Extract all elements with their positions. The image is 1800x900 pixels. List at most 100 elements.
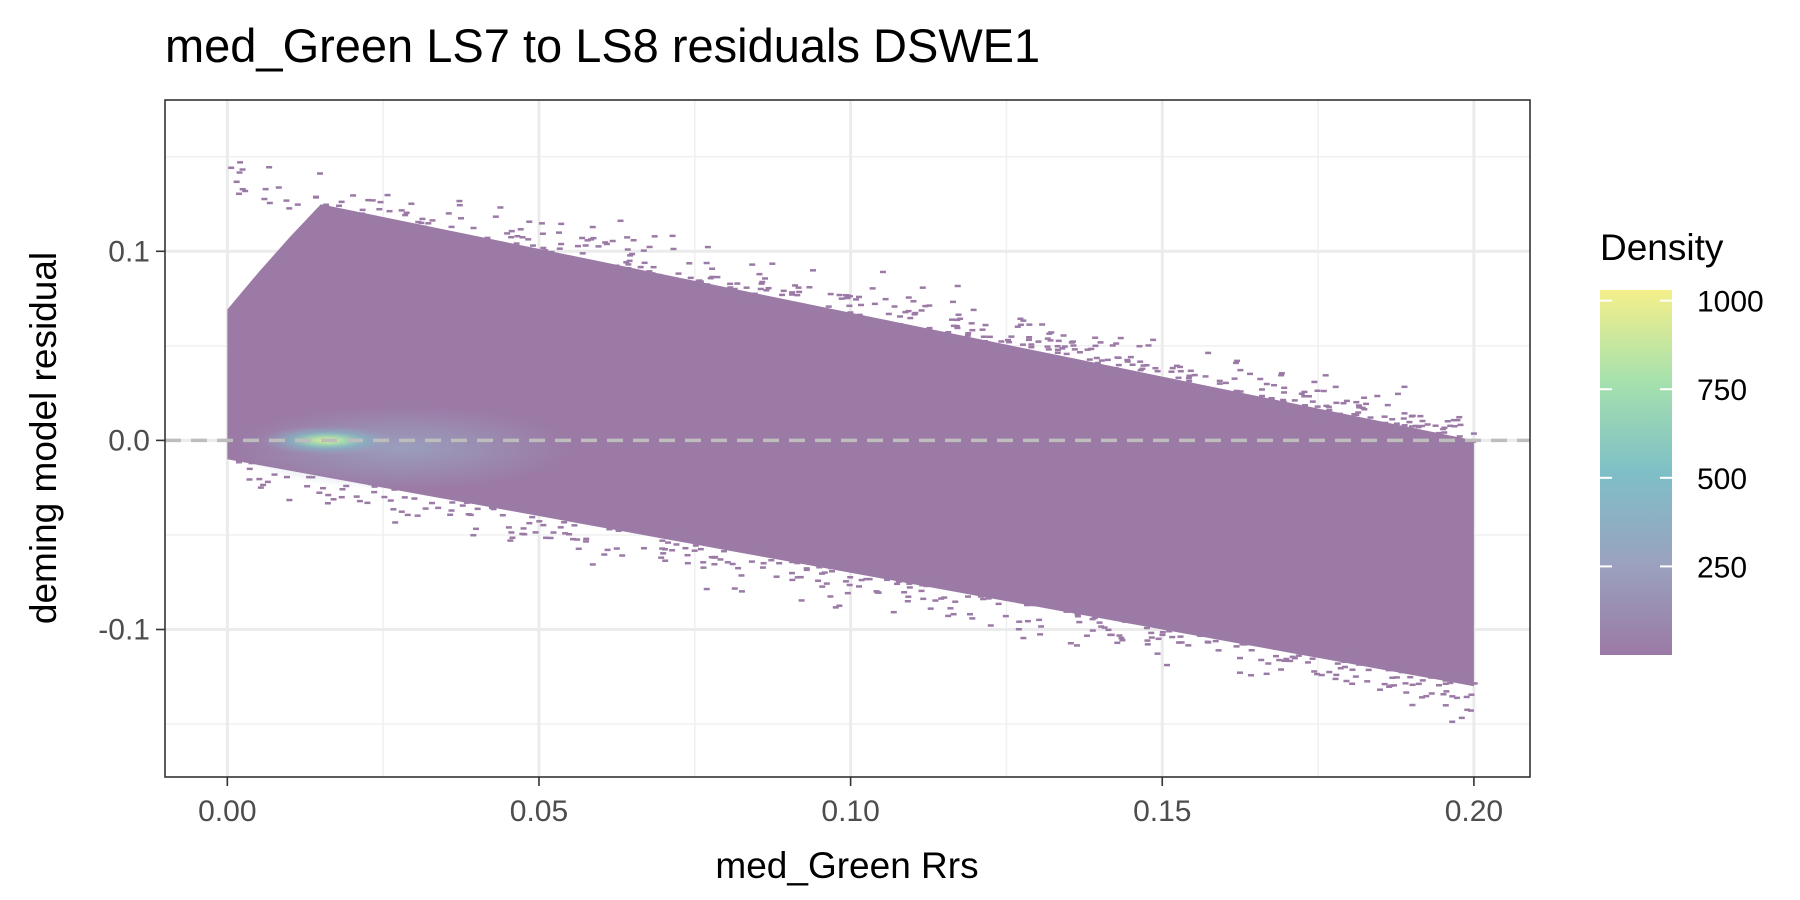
density-cell: [1444, 420, 1451, 423]
density-cell: [1449, 720, 1456, 724]
density-cell: [1405, 670, 1412, 674]
density-cell: [890, 610, 897, 614]
density-cell: [776, 561, 783, 565]
density-cell: [945, 614, 952, 618]
density-cell: [1318, 673, 1325, 677]
density-cell: [969, 617, 976, 620]
legend-ticks: 250 500 750 1000: [1600, 286, 1764, 584]
density-cell: [786, 301, 793, 305]
density-cell: [759, 547, 766, 551]
density-cell: [574, 244, 581, 248]
density-cell: [1216, 634, 1223, 638]
density-cell: [626, 270, 633, 274]
density-cell: [650, 265, 657, 269]
density-cell: [429, 501, 436, 505]
density-cell: [707, 276, 714, 280]
density-cell: [906, 586, 913, 589]
density-cell: [928, 579, 935, 583]
density-cell: [1177, 365, 1184, 369]
density-cell: [1374, 394, 1381, 398]
density-cell: [312, 196, 319, 199]
density-cell: [1281, 386, 1288, 390]
density-cell: [796, 290, 803, 294]
density-cell: [1458, 716, 1465, 720]
density-cell: [1035, 340, 1042, 343]
density-cell: [624, 236, 631, 239]
density-cell: [842, 580, 849, 583]
density-cell: [398, 510, 405, 513]
density-cell: [1236, 671, 1243, 674]
density-cell: [905, 296, 912, 299]
density-cell: [1089, 629, 1096, 632]
density-cell: [1421, 669, 1428, 673]
density-cell: [738, 574, 745, 577]
density-cell: [411, 497, 418, 500]
density-cell: [949, 300, 956, 304]
density-cell: [629, 252, 636, 256]
density-cell: [1054, 348, 1061, 352]
density-cell: [1348, 415, 1355, 419]
density-cell: [669, 549, 676, 552]
density-cell: [1295, 654, 1302, 657]
density-cell: [842, 314, 849, 318]
density-cell: [660, 552, 667, 555]
density-cell: [856, 313, 863, 317]
density-cell: [365, 198, 372, 202]
density-cell: [561, 520, 568, 524]
density-cell: [246, 478, 253, 481]
density-cell: [1063, 610, 1070, 613]
density-cell: [1298, 392, 1305, 395]
density-cell: [304, 484, 311, 488]
density-cell: [283, 199, 290, 202]
density-cell: [818, 572, 825, 575]
density-cell: [751, 551, 758, 555]
density-cell: [558, 222, 565, 226]
density-cell: [765, 286, 772, 290]
density-cell: [1463, 695, 1470, 699]
density-cell: [1467, 709, 1474, 712]
density-cell: [1023, 599, 1030, 602]
density-cell: [1028, 343, 1035, 346]
density-cell: [839, 317, 846, 320]
density-cell: [415, 220, 422, 224]
density-cell: [952, 600, 959, 603]
density-cell: [885, 321, 892, 324]
density-cell: [1450, 418, 1457, 422]
density-cell: [1309, 657, 1316, 660]
density-cell: [1124, 358, 1131, 362]
density-cell: [1114, 641, 1121, 645]
density-cell: [327, 212, 334, 216]
density-cell: [356, 499, 363, 503]
density-cell: [1233, 389, 1240, 393]
density-cell: [1086, 358, 1093, 361]
density-cell: [1008, 335, 1015, 338]
density-cell: [402, 213, 409, 217]
density-cell: [847, 311, 854, 314]
density-cell: [926, 304, 933, 307]
density-cell: [613, 270, 620, 273]
density-cell: [1237, 390, 1244, 393]
density-cell: [1076, 351, 1083, 354]
density-cell: [1428, 692, 1435, 695]
density-cell: [1380, 425, 1387, 429]
density-cell: [662, 559, 669, 562]
density-cell: [624, 273, 631, 277]
density-cell: [1250, 397, 1257, 400]
density-cell: [905, 595, 912, 598]
density-cell: [1358, 430, 1365, 433]
density-cell: [517, 228, 524, 231]
density-cell: [575, 547, 582, 551]
density-cell: [316, 491, 323, 495]
density-cell: [550, 531, 557, 534]
density-cell: [1237, 368, 1244, 372]
density-cell: [895, 580, 902, 583]
density-cell: [1150, 338, 1157, 342]
density-cell: [1107, 633, 1114, 637]
density-cell: [911, 313, 918, 316]
density-cell: [540, 523, 547, 527]
density-cell: [626, 259, 633, 263]
density-cell: [1447, 681, 1454, 685]
density-cell: [1430, 668, 1437, 672]
density-cell: [1431, 433, 1438, 436]
x-tick-label: 0.00: [198, 795, 256, 828]
